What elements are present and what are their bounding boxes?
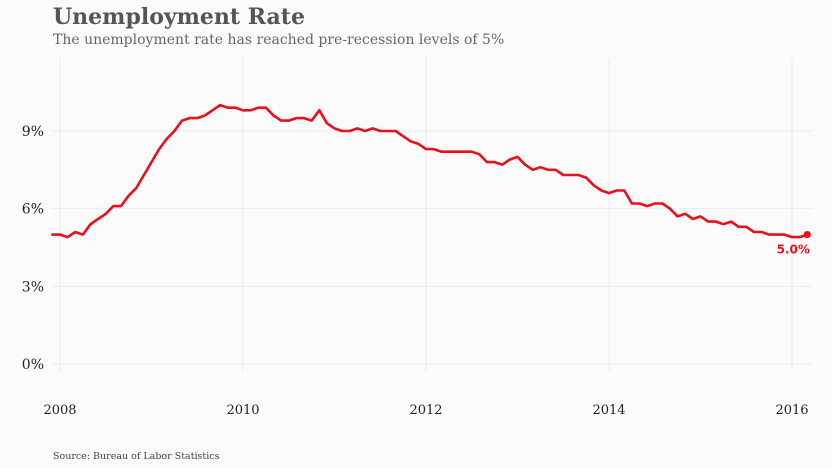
- y-tick-label: 6%: [22, 202, 44, 218]
- x-tick-label: 2008: [43, 403, 76, 418]
- x-tick-label: 2012: [409, 403, 442, 418]
- y-tick-label: 0%: [22, 357, 44, 373]
- x-axis: 2008 2010 2012 2014 2016: [43, 403, 808, 418]
- chart-subtitle: The unemployment rate has reached pre-re…: [53, 32, 505, 48]
- x-tick-label: 2010: [226, 403, 259, 418]
- x-tick-label: 2016: [775, 403, 808, 418]
- y-tick-label: 3%: [22, 279, 44, 295]
- end-point-marker: [803, 230, 811, 239]
- chart-title: Unemployment Rate: [53, 4, 305, 30]
- series-line: [51, 103, 809, 239]
- end-value-label: 5.0%: [777, 243, 810, 257]
- series-group: 5.0%: [51, 103, 811, 257]
- source-note: Source: Bureau of Labor Statistics: [53, 451, 220, 462]
- y-axis: 0% 3% 6% 9%: [22, 124, 44, 373]
- y-tick-label: 9%: [22, 124, 44, 140]
- x-tick-label: 2014: [592, 403, 625, 418]
- grid-lines: [52, 58, 812, 372]
